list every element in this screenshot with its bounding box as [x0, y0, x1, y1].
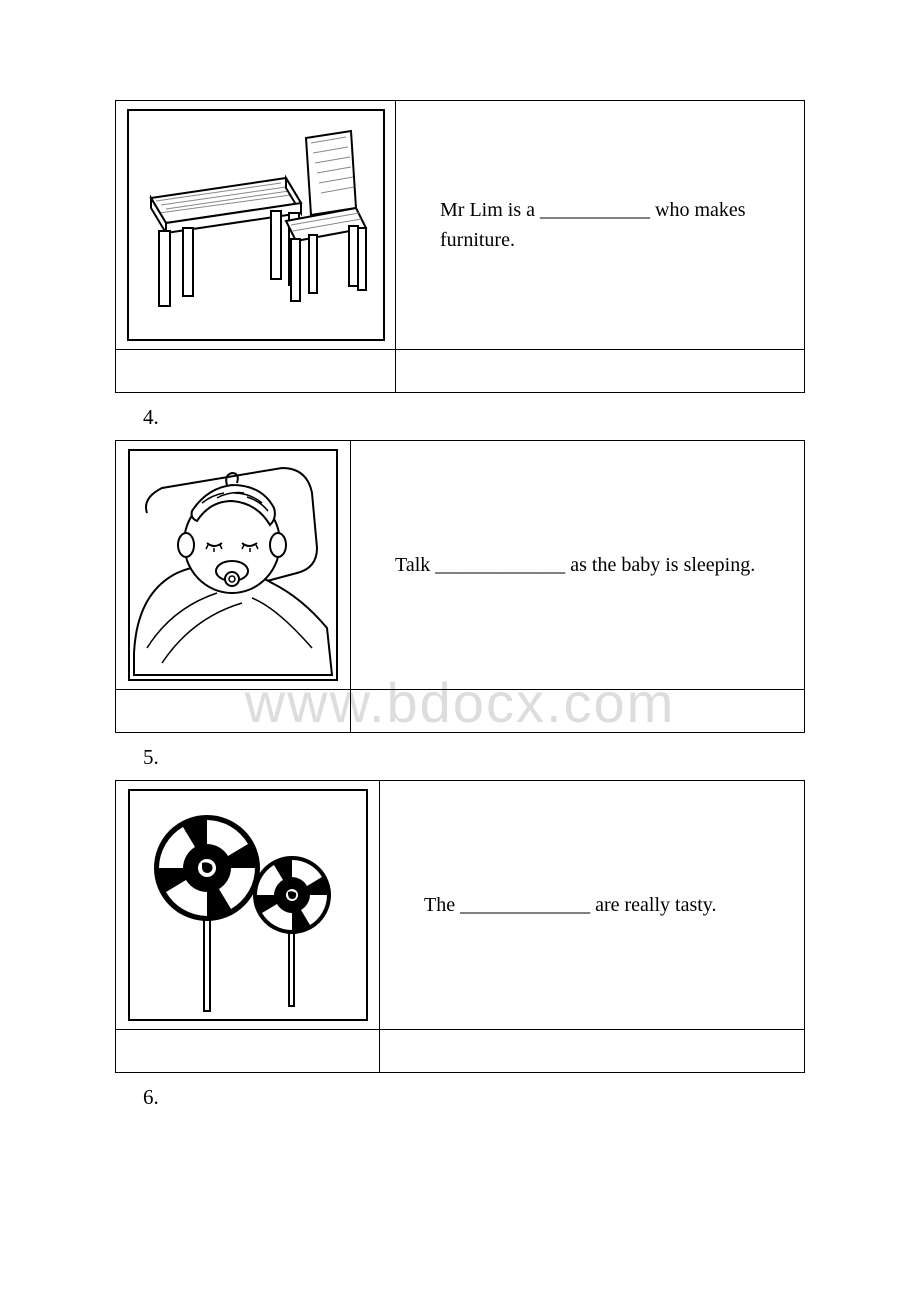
- question-box-3: Mr Lim is a ___________ who makes furnit…: [115, 100, 805, 393]
- spacer-left: [116, 1030, 380, 1072]
- image-cell-baby: [116, 441, 351, 690]
- furniture-icon: [131, 113, 381, 337]
- spacer-row: [116, 1030, 804, 1072]
- lollipops-icon: [132, 793, 364, 1017]
- blank-line[interactable]: ___________: [540, 199, 650, 221]
- spacer-left: [116, 350, 396, 392]
- image-frame-lollipops: [128, 789, 368, 1021]
- question-row: Talk _____________ as the baby is sleepi…: [116, 441, 804, 690]
- text-after: are really tasty.: [590, 894, 716, 916]
- spacer-row: [116, 350, 804, 392]
- image-cell-furniture: [116, 101, 396, 350]
- image-frame-baby: [128, 449, 338, 681]
- text-before: Talk: [395, 554, 435, 576]
- question-number-4: 4.: [143, 405, 805, 430]
- question-text: The _____________ are really tasty.: [398, 890, 717, 920]
- question-number-6: 6.: [143, 1085, 805, 1110]
- question-row: Mr Lim is a ___________ who makes furnit…: [116, 101, 804, 350]
- text-before: Mr Lim is a: [440, 199, 540, 221]
- text-cell-baby: Talk _____________ as the baby is sleepi…: [351, 441, 804, 690]
- image-cell-lollipops: [116, 781, 380, 1030]
- baby-sleeping-icon: [132, 453, 334, 677]
- question-text: Talk _____________ as the baby is sleepi…: [369, 550, 755, 580]
- text-cell-furniture: Mr Lim is a ___________ who makes furnit…: [396, 101, 804, 350]
- blank-line[interactable]: _____________: [435, 554, 565, 576]
- text-after: as the baby is sleeping.: [565, 554, 755, 576]
- spacer-row: [116, 690, 804, 732]
- blank-line[interactable]: _____________: [460, 894, 590, 916]
- spacer-right: [351, 690, 804, 732]
- spacer-right: [396, 350, 804, 392]
- text-cell-lollipops: The _____________ are really tasty.: [380, 781, 804, 1030]
- question-number-5: 5.: [143, 745, 805, 770]
- question-box-4: Talk _____________ as the baby is sleepi…: [115, 440, 805, 733]
- text-before: The: [424, 894, 460, 916]
- question-row: The _____________ are really tasty.: [116, 781, 804, 1030]
- image-frame-furniture: [127, 109, 385, 341]
- spacer-left: [116, 690, 351, 732]
- question-text: Mr Lim is a ___________ who makes furnit…: [414, 195, 786, 255]
- spacer-right: [380, 1030, 804, 1072]
- question-box-5: The _____________ are really tasty.: [115, 780, 805, 1073]
